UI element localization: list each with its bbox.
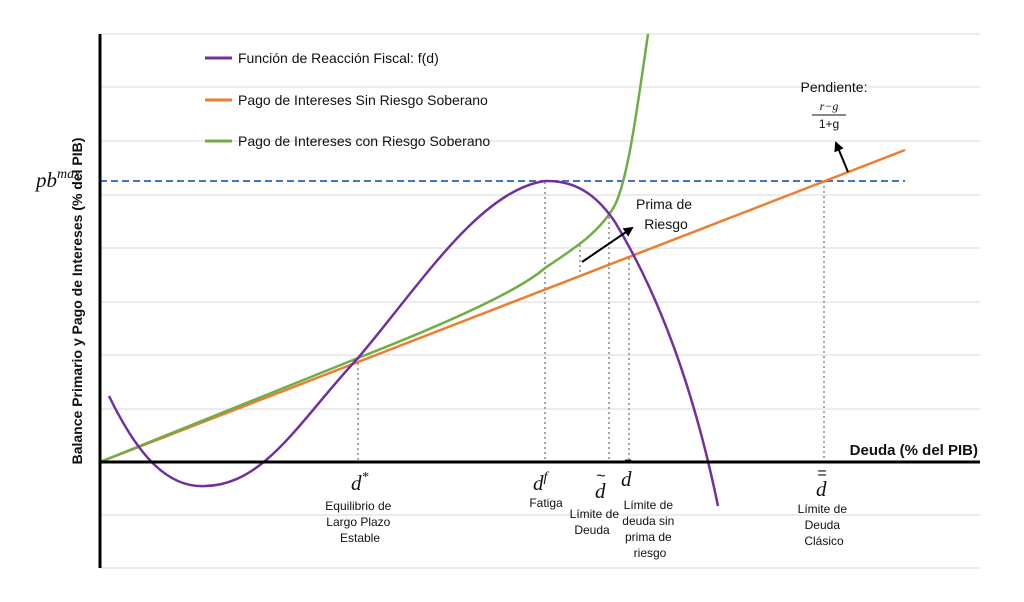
d-dbar-accent: = xyxy=(817,465,826,482)
d-star-sup: * xyxy=(362,470,369,485)
d-bar-accent: ‾ xyxy=(624,459,631,476)
risk-premium-arrow xyxy=(581,226,634,263)
slope-numerator: r−g xyxy=(820,99,839,113)
risk-premium-line: Prima de xyxy=(636,196,692,212)
caption-line: Deuda xyxy=(805,518,841,532)
risk-interest-curve xyxy=(99,33,650,464)
slope-arrow xyxy=(834,141,849,173)
d-star-symbol: d* xyxy=(351,470,369,495)
d-dbar-caption: Límite de Deuda Clásico xyxy=(798,502,851,548)
caption-line: Límite de xyxy=(570,507,620,521)
caption-line: Clásico xyxy=(804,534,844,548)
slope-title: Pendiente: xyxy=(801,79,868,95)
caption-line: Fatiga xyxy=(529,496,563,510)
caption-line: Estable xyxy=(340,531,380,545)
d-f-symbol: df xyxy=(533,470,550,495)
legend-risk-label: Pago de Intereses con Riesgo Soberano xyxy=(238,133,490,149)
caption-line: riesgo xyxy=(634,546,667,560)
caption-line: Límite de xyxy=(798,502,848,516)
d-star-base: d xyxy=(351,471,362,495)
caption-line: Equilibrio de xyxy=(325,499,391,513)
caption-line: Límite de xyxy=(624,498,674,512)
d-bar-caption: Límite de deuda sin prima de riesgo xyxy=(622,498,677,560)
pb-max-sup: max xyxy=(57,167,81,182)
caption-line: deuda sin xyxy=(622,514,674,528)
d-tilde-symbol: d xyxy=(595,479,606,503)
slope-denominator: 1+g xyxy=(819,117,839,131)
legend: Función de Reacción Fiscal: f(d) Pago de… xyxy=(205,50,490,149)
legend-no-risk-label: Pago de Intereses Sin Riesgo Soberano xyxy=(238,92,488,108)
pb-max-label: pbmax xyxy=(34,167,81,192)
d-f-sup: f xyxy=(544,470,550,485)
d-tilde-accent: ~ xyxy=(596,468,605,485)
legend-fiscal-label: Función de Reacción Fiscal: f(d) xyxy=(238,50,439,66)
pb-max-base: pb xyxy=(34,168,57,192)
d-f-caption: Fatiga xyxy=(529,496,563,510)
no-risk-interest-line xyxy=(99,148,906,464)
risk-premium-label: Prima de Riesgo xyxy=(636,196,696,232)
caption-line: Deuda xyxy=(574,523,610,537)
d-dbar-symbol: d xyxy=(816,477,827,501)
d-f-base: d xyxy=(533,471,544,495)
gridlines xyxy=(100,33,980,569)
fiscal-reaction-curve xyxy=(107,179,720,507)
x-axis-label: Deuda (% del PIB) xyxy=(850,442,978,459)
d-tilde-caption: Límite de Deuda xyxy=(570,507,623,537)
d-bar-symbol: d xyxy=(621,467,632,491)
y-axis-label: Balance Primario y Pago de Intereses (% … xyxy=(69,138,85,465)
caption-line: prima de xyxy=(625,530,672,544)
caption-line: Largo Plazo xyxy=(326,515,390,529)
d-star-caption: Equilibrio de Largo Plazo Estable xyxy=(325,499,394,545)
guide-lines xyxy=(357,181,825,462)
risk-premium-line: Riesgo xyxy=(644,216,688,232)
